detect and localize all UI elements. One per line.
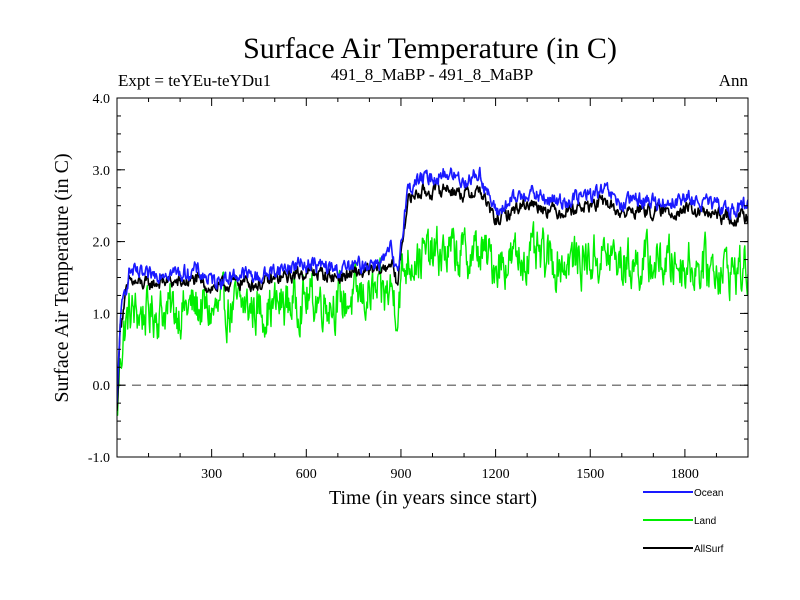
series-line-ocean <box>117 166 748 404</box>
y-tick-label: 4.0 <box>93 92 111 107</box>
y-axis: -1.0 0.0 1.0 2.0 3.0 4.0 <box>88 92 748 466</box>
legend-label-land: Land <box>694 516 716 527</box>
y-tick-label: 1.0 <box>93 307 111 322</box>
experiment-label: Expt = teYEu-teYDu1 <box>118 71 271 90</box>
series-line-allsurf <box>117 181 748 412</box>
x-tick-label: 1500 <box>576 467 604 482</box>
y-tick-label: 2.0 <box>93 236 111 251</box>
x-tick-label: 900 <box>390 467 411 482</box>
period-label: 491_8_MaBP - 491_8_MaBP <box>331 65 533 84</box>
x-axis: 300 600 900 1200 1500 1800 <box>148 98 717 482</box>
series-line-land <box>117 221 748 416</box>
x-tick-label: 1200 <box>482 467 510 482</box>
y-tick-label: -1.0 <box>88 451 110 466</box>
plot-area <box>117 166 748 416</box>
legend-label-ocean: Ocean <box>694 488 723 499</box>
y-tick-label: 0.0 <box>93 379 111 394</box>
y-tick-label: 3.0 <box>93 164 111 179</box>
x-tick-label: 300 <box>201 467 222 482</box>
x-tick-label: 1800 <box>671 467 699 482</box>
y-axis-title: Surface Air Temperature (in C) <box>51 153 73 402</box>
legend: Ocean Land AllSurf <box>643 488 724 555</box>
x-tick-label: 600 <box>296 467 317 482</box>
legend-label-allsurf: AllSurf <box>694 544 724 555</box>
chart-title: Surface Air Temperature (in C) <box>243 32 617 65</box>
season-label: Ann <box>719 71 749 90</box>
x-axis-title: Time (in years since start) <box>329 487 537 509</box>
